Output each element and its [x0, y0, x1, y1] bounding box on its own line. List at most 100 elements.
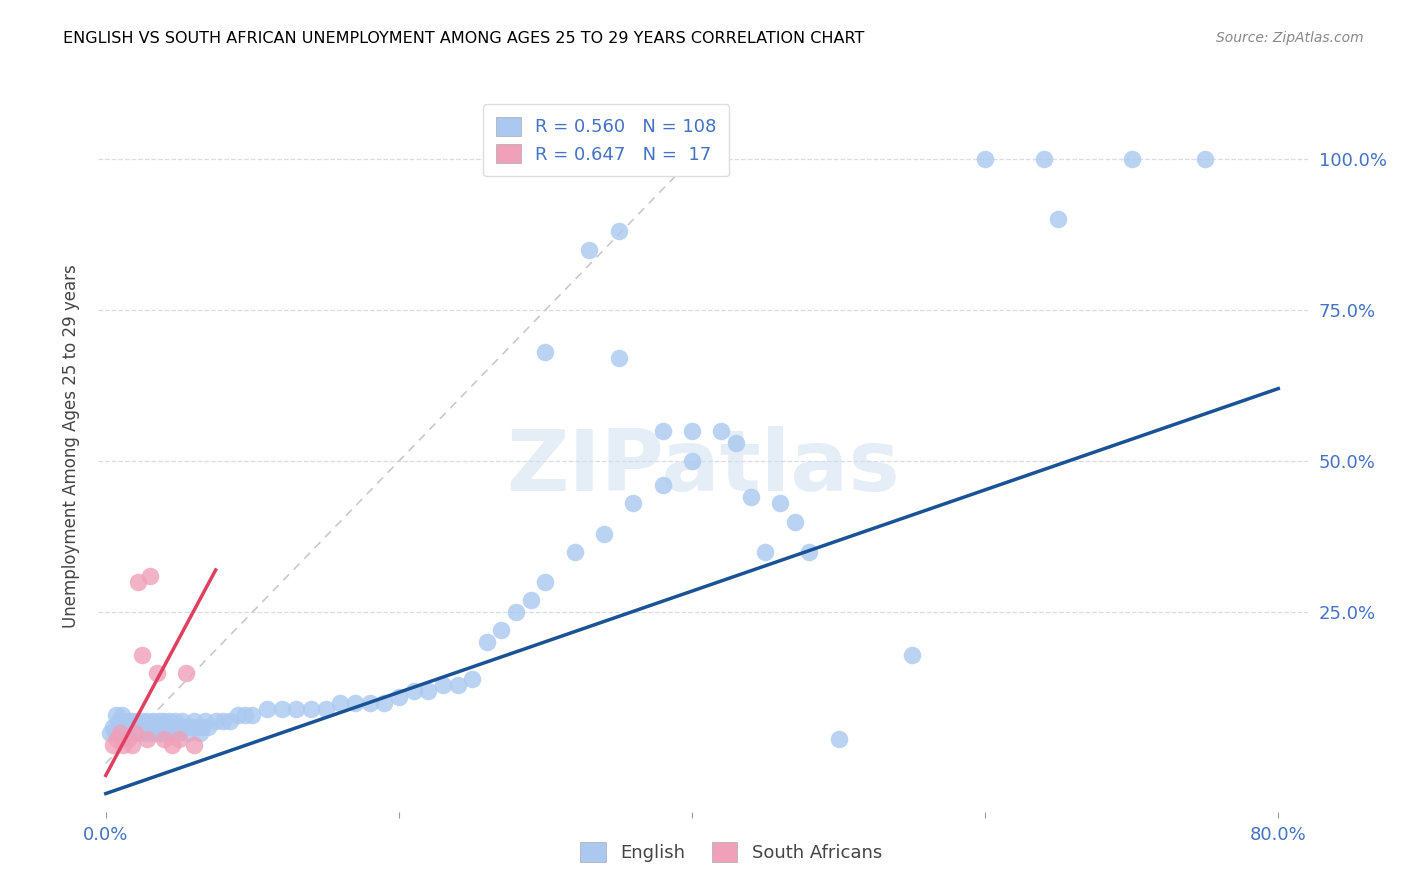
Legend: English, South Africans: English, South Africans — [574, 835, 889, 870]
Point — [183, 738, 205, 752]
Point — [160, 726, 183, 740]
Point — [418, 683, 440, 698]
Text: ENGLISH VS SOUTH AFRICAN UNEMPLOYMENT AMONG AGES 25 TO 29 YEARS CORRELATION CHAR: ENGLISH VS SOUTH AFRICAN UNEMPLOYMENT AM… — [63, 31, 865, 46]
Point — [681, 454, 703, 468]
Point — [115, 720, 138, 734]
Point — [607, 351, 630, 366]
Point — [110, 726, 132, 740]
Point — [120, 720, 142, 734]
Point — [388, 690, 411, 704]
Point — [446, 678, 468, 692]
Point — [124, 720, 146, 734]
Point — [155, 726, 177, 740]
Point — [974, 152, 997, 166]
Point — [125, 714, 148, 728]
Point — [194, 714, 217, 728]
Point — [146, 720, 169, 734]
Point — [170, 714, 193, 728]
Point — [135, 714, 157, 728]
Point — [505, 605, 527, 619]
Point — [138, 569, 160, 583]
Point — [105, 708, 128, 723]
Point — [129, 720, 152, 734]
Point — [163, 714, 186, 728]
Point — [149, 726, 172, 740]
Text: ZIPatlas: ZIPatlas — [506, 426, 900, 509]
Point — [534, 345, 557, 359]
Y-axis label: Unemployment Among Ages 25 to 29 years: Unemployment Among Ages 25 to 29 years — [62, 264, 80, 628]
Point — [373, 696, 395, 710]
Point — [134, 726, 156, 740]
Point — [101, 738, 124, 752]
Point — [138, 726, 160, 740]
Point — [740, 491, 762, 505]
Point — [1194, 152, 1216, 166]
Point — [651, 424, 673, 438]
Point — [183, 714, 205, 728]
Point — [143, 720, 166, 734]
Point — [1032, 152, 1054, 166]
Point — [117, 714, 139, 728]
Point — [681, 424, 703, 438]
Point — [114, 714, 136, 728]
Point — [127, 720, 149, 734]
Point — [226, 708, 249, 723]
Point — [724, 436, 747, 450]
Point — [799, 545, 821, 559]
Point — [122, 726, 145, 740]
Point — [156, 720, 179, 734]
Point — [204, 714, 226, 728]
Point — [108, 714, 131, 728]
Text: Source: ZipAtlas.com: Source: ZipAtlas.com — [1216, 31, 1364, 45]
Point — [710, 424, 733, 438]
Point — [121, 738, 143, 752]
Point — [111, 708, 134, 723]
Point — [461, 672, 484, 686]
Point — [160, 738, 183, 752]
Point — [177, 726, 200, 740]
Point — [176, 665, 198, 680]
Point — [1047, 212, 1070, 227]
Point — [112, 726, 135, 740]
Point — [299, 702, 322, 716]
Point — [135, 732, 157, 747]
Point — [651, 478, 673, 492]
Point — [191, 720, 214, 734]
Point — [167, 720, 190, 734]
Point — [212, 714, 235, 728]
Point — [270, 702, 292, 716]
Point — [564, 545, 586, 559]
Point — [98, 726, 121, 740]
Point — [219, 714, 242, 728]
Point — [315, 702, 337, 716]
Point — [827, 732, 849, 747]
Point — [101, 720, 124, 734]
Point — [152, 714, 174, 728]
Point — [754, 545, 776, 559]
Point — [578, 243, 600, 257]
Point — [329, 696, 352, 710]
Point — [127, 574, 149, 589]
Point — [520, 593, 543, 607]
Point — [107, 720, 129, 734]
Point — [132, 720, 155, 734]
Point — [162, 720, 184, 734]
Point — [112, 738, 135, 752]
Legend: R = 0.560   N = 108, R = 0.647   N =  17: R = 0.560 N = 108, R = 0.647 N = 17 — [484, 104, 730, 177]
Point — [402, 683, 425, 698]
Point — [166, 726, 188, 740]
Point — [343, 696, 366, 710]
Point — [146, 665, 169, 680]
Point — [167, 732, 190, 747]
Point — [148, 714, 170, 728]
Point — [901, 648, 924, 662]
Point — [188, 726, 211, 740]
Point — [197, 720, 219, 734]
Point — [165, 720, 187, 734]
Point — [128, 726, 150, 740]
Point — [103, 726, 125, 740]
Point — [607, 224, 630, 238]
Point — [475, 635, 498, 649]
Point — [157, 714, 180, 728]
Point — [141, 720, 163, 734]
